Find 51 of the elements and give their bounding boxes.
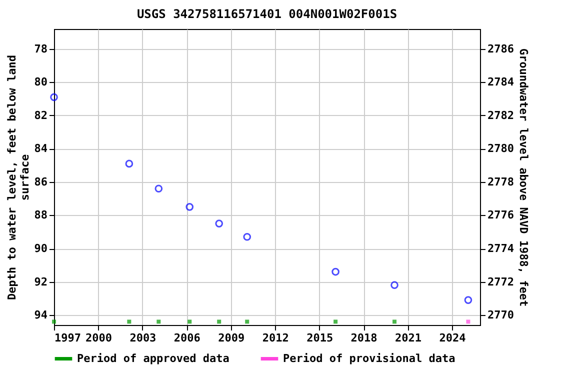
y2-tick-label: 2776	[488, 208, 514, 222]
point	[127, 320, 132, 324]
point	[52, 320, 56, 324]
legend-label: Period of provisional data	[283, 352, 456, 365]
point	[156, 320, 161, 324]
point	[334, 320, 338, 324]
point	[390, 281, 398, 289]
point	[245, 320, 250, 324]
x-tick-label: 2009	[218, 332, 245, 344]
point	[215, 220, 224, 228]
x-tick-label: 2003	[130, 332, 156, 344]
y-tick-label: 84	[34, 142, 48, 156]
point	[125, 160, 134, 168]
point	[243, 232, 252, 241]
x-tick-label: 2021	[395, 332, 422, 344]
y-tick-label: 82	[34, 108, 48, 122]
point	[464, 296, 472, 304]
x-tick-label: 1997	[54, 332, 81, 344]
y-tick-label: 88	[34, 208, 48, 222]
y-tick-label: 90	[34, 242, 48, 256]
y2-tick-label: 2786	[488, 42, 514, 56]
y2-tick-label: 2770	[488, 308, 514, 322]
x-tick-label: 2000	[85, 332, 112, 344]
point	[188, 320, 192, 324]
y2-tick-label: 2780	[488, 142, 514, 156]
y-tick-label: 86	[34, 175, 48, 188]
y2-tick-label: 2778	[488, 175, 514, 188]
y-tick-label: 92	[34, 275, 48, 288]
y2-tick-label: 2782	[488, 108, 514, 122]
legend-label: Period of approved data	[77, 352, 230, 365]
x-tick-label: 2015	[306, 332, 334, 344]
x-tick-label: 2006	[174, 332, 201, 344]
x-tick-label: 2012	[262, 332, 289, 344]
point	[50, 93, 58, 102]
y-tick-label: 78	[34, 42, 48, 56]
y2-axis-title: Groundwater level above NAVD 1988, feet	[516, 48, 530, 307]
x-tick-label: 2018	[350, 332, 378, 344]
y2-tick-label: 2784	[488, 76, 514, 89]
point	[466, 320, 470, 324]
y2-tick-label: 2772	[488, 275, 514, 288]
point	[217, 320, 222, 324]
x-tick-label: 2024	[439, 332, 466, 344]
chart-title: USGS 342758116571401 004N001W02F001S	[136, 7, 398, 21]
point	[332, 268, 340, 276]
point	[392, 320, 397, 324]
y-axis-title: Depth to water level, feet below land surface	[5, 54, 32, 300]
point	[186, 203, 194, 211]
y-tick-label: 94	[34, 308, 48, 322]
point	[154, 184, 163, 193]
y-tick-label: 80	[34, 76, 48, 89]
y2-tick-label: 2774	[488, 242, 514, 256]
